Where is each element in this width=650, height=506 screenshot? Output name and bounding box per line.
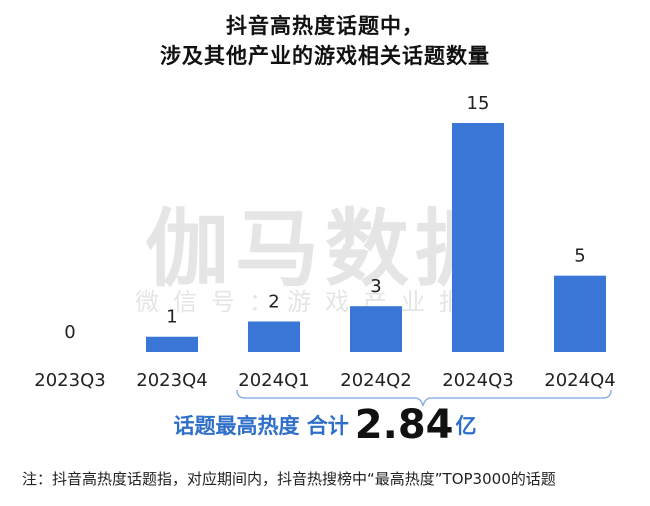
chart-title-line2: 涉及其他产业的游戏相关话题数量: [160, 44, 490, 68]
category-label-2024Q2: 2024Q2: [340, 370, 411, 391]
watermark-main: 伽马数据: [144, 200, 505, 298]
bar-2024Q4: [554, 275, 606, 352]
bar-2023Q4: [146, 336, 198, 352]
bar-group: 0 2023Q3 1 2023Q4 2 2024Q1 3 2024Q2 15 2024Q3 5 202…: [34, 93, 615, 391]
summary-unit: 亿: [455, 414, 477, 438]
data-label-2024Q1: 2: [268, 291, 279, 312]
category-label-2023Q4: 2023Q4: [136, 370, 207, 391]
data-label-2023Q4: 1: [166, 307, 177, 328]
bar-chart: 0 2023Q3 1 2023Q4 2 2024Q1 3 2024Q2 15 2024Q3 5 202…: [34, 93, 616, 407]
data-label-2023Q3: 0: [64, 322, 75, 343]
bar-2024Q2: [350, 306, 402, 352]
summary-label: 话题最高热度 合计: [173, 414, 349, 438]
summary-bracket: [236, 389, 612, 407]
data-label-2024Q2: 3: [370, 276, 381, 297]
bar-2024Q3: [452, 123, 504, 352]
category-label-2023Q3: 2023Q3: [34, 370, 105, 391]
chart-title-line1: 抖音高热度话题中，: [226, 14, 424, 38]
summary-value: 2.84: [354, 402, 454, 448]
data-label-2024Q4: 5: [574, 246, 585, 267]
data-label-2024Q3: 15: [467, 93, 490, 114]
bar-2024Q1: [248, 321, 300, 352]
watermark-sub: 微信号：游戏产业报告: [135, 288, 515, 316]
category-label-2024Q4: 2024Q4: [544, 370, 615, 391]
category-label-2024Q3: 2024Q3: [442, 370, 513, 391]
summary-total: 话题最高热度 合计 2.84亿: [0, 402, 650, 448]
category-label-2024Q1: 2024Q1: [238, 370, 309, 391]
footnote: 注：抖音高热度话题指，对应期间内，抖音热搜榜中“最高热度”TOP3000的话题: [22, 470, 556, 488]
